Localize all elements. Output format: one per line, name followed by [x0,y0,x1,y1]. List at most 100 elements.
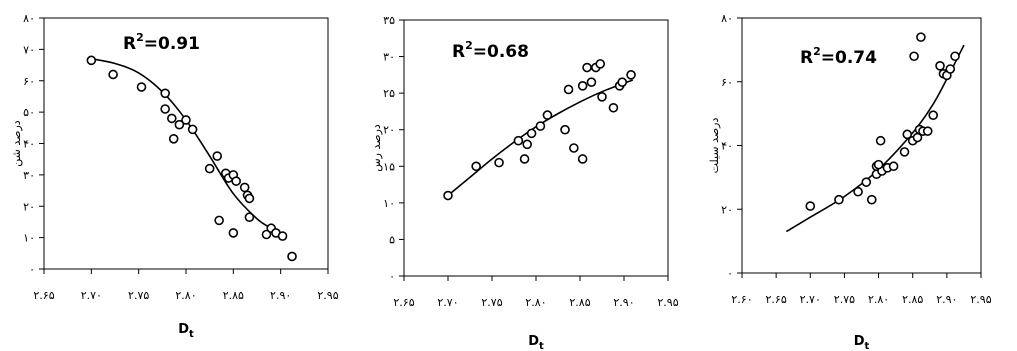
y-axis-label: درصد شن [10,120,23,167]
x-tick-label: ۲.۸۵ [902,293,923,306]
data-point [597,92,607,102]
data-point [174,119,185,130]
x-axis-label-sub: t [865,341,870,351]
y-tick-label: ۶۰ [721,76,733,89]
y-tick-label: ۳۰ [23,169,35,182]
r-squared-value: =0.91 [144,34,200,54]
x-tick-label: ۲.۶۵ [33,289,54,302]
y-tick-label: ۱۰ [23,232,35,245]
x-axis-label: Dt [528,334,544,351]
r-squared-value: =0.68 [473,42,529,62]
y-tick-label: ۸۰ [721,12,733,25]
data-point [160,104,170,114]
data-point [560,124,570,135]
x-tick-label: ۲.۷۵ [834,293,855,306]
data-point [577,81,588,91]
y-axis-label: درصد رس [370,124,383,172]
data-point [950,51,960,62]
data-point [187,124,198,135]
data-point [586,77,597,87]
x-tick-label: ۲.۹۰ [613,296,634,309]
data-point [214,215,224,226]
x-axis-label-main: D [178,322,189,337]
data-point [519,154,530,164]
data-point [569,143,579,153]
data-point [522,139,533,150]
data-point [471,161,481,172]
data-point [922,126,933,136]
data-point [542,110,553,120]
x-axis-label-sub: t [539,341,544,351]
x-tick-label: ۲.۷۵ [128,289,149,302]
y-tick-label: ۷۰ [23,43,35,56]
x-axis-label-main: D [854,334,865,349]
data-point [204,163,215,174]
y-tick-label: ۲۰ [23,200,35,213]
data-point [231,176,241,186]
x-tick-label: ۲.۶۵ [393,296,414,309]
data-point [136,82,147,92]
r-squared-exponent: 2 [813,45,821,58]
plot-area [43,17,329,270]
x-tick-label: ۲.۷۰ [81,289,102,302]
y-tick-label: ۲۵ [383,87,395,100]
x-axis-label-sub: t [189,329,194,340]
y-tick-label: ۰ [727,267,733,280]
r-squared-annotation: R2=0.74 [800,45,877,68]
data-point [902,129,913,140]
r-squared-exponent: 2 [465,39,473,52]
y-tick-label: ۲۰ [721,203,733,216]
y-tick-label: ۲۰ [383,124,395,137]
data-point [168,133,179,144]
y-tick-label: ۴۰ [23,138,35,151]
data-point [861,177,872,187]
data-point [181,115,191,125]
data-point [617,77,628,87]
data-point [873,159,884,170]
data-point [945,64,956,74]
data-point [909,51,919,62]
data-point [86,55,97,66]
data-point [239,182,250,193]
y-tick-label: ۳۵ [383,14,395,27]
chart-sand: ۰ ۱۰ ۲۰ ۳۰ ۴۰ ۵۰ ۶۰ ۷۰ ۸۰ ۲.۶۵ ۲.۷۰ ۲.۷۵ ۲.۸۰ ۲.۸۵ ۲.۹… [10,12,339,340]
x-tick-label: ۲.۹۰ [936,293,957,306]
r-squared-letter: R [452,42,465,62]
x-tick-label: ۲.۹۰ [270,289,291,302]
x-tick-label: ۲.۶۵ [766,293,787,306]
x-tick-label: ۲.۷۰ [437,296,458,309]
r-squared-letter: R [123,34,136,54]
chart-clay: ۰ ۵ ۱۰ ۱۵ ۲۰ ۲۵ ۳۰ ۳۵ ۲.۶۵ ۲.۷۰ ۲.۷۵ ۲.۸۰ ۲.۸۵ ۲.۹۰ ۲.… [370,14,679,351]
y-tick-label: ۵ [389,233,395,246]
x-tick-label: ۲.۸۵ [223,289,244,302]
data-point [888,161,899,172]
data-point [494,157,504,168]
trend-line [91,58,286,237]
y-tick-label: ۶۰ [23,75,35,88]
data-point [582,62,592,73]
data-point [866,194,877,205]
x-tick-label: ۲.۸۰ [868,293,889,306]
data-point [287,251,297,262]
data-point [563,84,574,95]
data-point [577,154,588,164]
data-point [228,228,239,238]
y-axis-label: درصد سیلت [708,118,721,174]
data-point [853,186,863,197]
x-tick-label: ۲.۸۰ [525,296,546,309]
y-tick-label: ۴۰ [721,140,733,153]
x-tick-label: ۲.۸۰ [175,289,196,302]
data-point [899,147,910,157]
x-axis-label: Dt [178,322,194,340]
data-point [875,135,886,146]
data-point [108,69,118,80]
data-point [595,59,606,69]
y-tick-label: ۸۰ [23,12,35,25]
r-squared-exponent: 2 [136,31,144,44]
r-squared-annotation: R2=0.91 [123,31,200,54]
x-tick-label: ۲.۹۵ [317,289,338,302]
data-point [244,193,255,204]
x-axis-label-main: D [528,334,539,349]
y-tick-label: ۱۵ [383,160,395,173]
